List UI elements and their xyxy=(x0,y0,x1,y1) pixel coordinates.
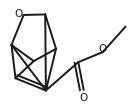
Text: O: O xyxy=(80,93,88,103)
Text: O: O xyxy=(98,44,107,54)
Text: O: O xyxy=(15,9,23,19)
